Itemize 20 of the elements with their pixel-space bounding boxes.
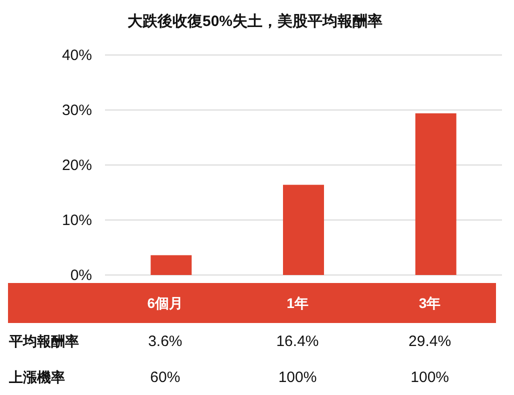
text: 100% — [278, 369, 317, 386]
bar — [415, 113, 456, 275]
x-tick-label: 3年 — [418, 295, 441, 311]
y-tick-label: 20% — [62, 157, 92, 174]
y-tick-label: 0% — [70, 267, 92, 284]
x-tick-label: 1年 — [286, 295, 308, 311]
bar — [283, 184, 324, 275]
text: 100% — [410, 369, 450, 386]
data-label: 29.4% — [408, 333, 452, 350]
text: 平均報酬率 — [8, 333, 79, 349]
data-label: 3.6% — [148, 333, 182, 350]
y-tick-label: 30% — [62, 102, 92, 119]
y-tick-label: 10% — [62, 212, 92, 229]
text: 60% — [150, 369, 180, 386]
data-label: 16.4% — [276, 333, 319, 350]
bar — [150, 255, 192, 275]
x-tick-label: 6個月 — [147, 295, 184, 311]
y-tick-label: 40% — [62, 47, 92, 64]
text: 上漲機率 — [8, 369, 65, 385]
chart-title: 大跌後收復50%失土，美股平均報酬率 — [127, 12, 383, 30]
